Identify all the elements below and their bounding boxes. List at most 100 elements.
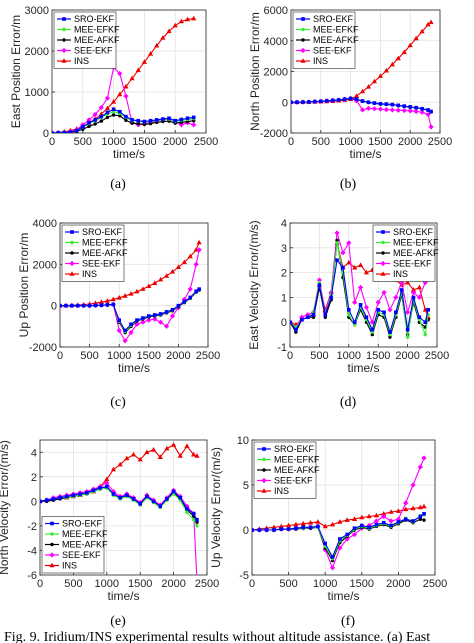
data-point-sro-ekf bbox=[429, 109, 433, 114]
data-point-see-ekf bbox=[116, 327, 122, 334]
data-point-sro-ekf bbox=[158, 312, 163, 316]
legend-marker bbox=[61, 58, 67, 63]
legend-marker bbox=[300, 58, 306, 63]
plot-frame bbox=[289, 222, 438, 348]
data-point-sro-ekf bbox=[68, 130, 73, 133]
data-point-see-ekf bbox=[104, 95, 111, 101]
data-point-sro-ekf bbox=[111, 107, 116, 112]
data-point-ins bbox=[123, 83, 129, 89]
panel-1: 0 500 1000 1500 2000 2500-20000200040006000ti… bbox=[248, 5, 452, 192]
data-point-see-ekf bbox=[184, 503, 190, 509]
panel-label: (f) bbox=[341, 614, 355, 629]
data-point-see-ekf bbox=[399, 279, 405, 286]
data-point-see-ekf bbox=[334, 230, 340, 236]
data-point-ins bbox=[401, 49, 407, 55]
data-point-see-ekf bbox=[329, 565, 336, 571]
data-point-ins bbox=[117, 91, 123, 97]
data-point-sro-ekf bbox=[301, 525, 306, 530]
data-point-see-ekf bbox=[381, 513, 387, 520]
data-point-ins bbox=[124, 455, 130, 461]
legend-marker bbox=[262, 447, 266, 451]
data-point-sro-ekf bbox=[382, 310, 386, 315]
x-axis-label: time/s bbox=[113, 147, 145, 161]
data-point-ins bbox=[407, 42, 413, 48]
data-point-mee-afkf bbox=[136, 121, 140, 126]
plot-area bbox=[52, 15, 197, 133]
data-point-ins bbox=[403, 506, 409, 512]
data-point-sro-ekf bbox=[84, 490, 89, 495]
x-tick-label: 2500 bbox=[423, 578, 447, 590]
data-point-ins bbox=[164, 445, 170, 451]
legend-entry: MEE-EFKF bbox=[393, 238, 439, 248]
data-point-ins bbox=[154, 42, 160, 48]
x-tick-label: 1500 bbox=[132, 136, 156, 148]
data-point-sro-ekf bbox=[354, 97, 359, 101]
data-point-see-ekf bbox=[337, 545, 343, 551]
data-point-sro-ekf bbox=[378, 101, 383, 106]
data-point-sro-ekf bbox=[56, 130, 60, 133]
legend-marker bbox=[69, 260, 75, 267]
y-tick-label: 5 bbox=[243, 480, 249, 492]
data-point-ins bbox=[410, 287, 417, 292]
plot-frame bbox=[251, 439, 436, 576]
data-point-sro-ekf bbox=[252, 528, 254, 532]
legend-marker bbox=[69, 271, 75, 276]
y-tick-label: 2 bbox=[31, 472, 37, 484]
data-point-sro-ekf bbox=[52, 131, 54, 133]
data-point-sro-ekf bbox=[396, 103, 401, 108]
y-axis-label: North Velocity Error/(m/s) bbox=[0, 440, 11, 575]
data-point-sro-ekf bbox=[64, 303, 68, 308]
legend-marker bbox=[62, 38, 66, 42]
y-tick-label: 4 bbox=[281, 218, 287, 230]
legend-entry: SRO-EKF bbox=[74, 14, 115, 24]
data-point-see-ekf bbox=[98, 104, 104, 111]
x-tick-label: 2500 bbox=[196, 350, 220, 362]
data-point-ins bbox=[300, 520, 306, 526]
y-axis-label: East Velocity Error/(m/s) bbox=[247, 220, 261, 349]
data-point-sro-ekf bbox=[360, 99, 365, 103]
y-tick-label: -1 bbox=[277, 342, 287, 354]
data-point-ins bbox=[111, 99, 117, 104]
data-point-see-ekf bbox=[417, 464, 423, 470]
data-point-ins bbox=[196, 239, 202, 245]
legend-marker bbox=[300, 47, 306, 54]
data-point-sro-ekf bbox=[176, 303, 181, 308]
data-point-see-ekf bbox=[395, 516, 401, 522]
legend-entry: SEE-EKF bbox=[393, 259, 432, 269]
panel-2: 0 500 1000 1500 2000 2500-2000020004000time/s… bbox=[17, 218, 220, 410]
x-tick-label: 1000 bbox=[338, 136, 362, 148]
legend-entry: SRO-EKF bbox=[82, 227, 123, 237]
data-point-ins bbox=[413, 35, 419, 41]
data-point-sro-ekf bbox=[44, 498, 49, 502]
data-point-see-ekf bbox=[163, 323, 170, 329]
data-point-sro-ekf bbox=[308, 525, 313, 530]
data-point-see-ekf bbox=[383, 107, 389, 113]
data-point-sro-ekf bbox=[147, 314, 151, 318]
data-point-mee-efkf bbox=[195, 524, 199, 528]
data-point-ins bbox=[428, 19, 434, 25]
data-point-ins bbox=[134, 288, 140, 294]
data-point-ins bbox=[353, 93, 360, 98]
data-point-sro-ekf bbox=[178, 495, 183, 500]
data-point-ins bbox=[322, 523, 328, 529]
data-point-see-ekf bbox=[191, 122, 197, 128]
data-point-see-ekf bbox=[377, 106, 383, 112]
data-point-ins bbox=[128, 291, 134, 296]
data-point-see-ekf bbox=[178, 122, 184, 128]
data-point-sro-ekf bbox=[165, 497, 169, 501]
data-point-sro-ekf bbox=[319, 99, 323, 104]
data-point-sro-ekf bbox=[179, 117, 184, 122]
data-point-ins bbox=[144, 449, 150, 455]
data-point-sro-ekf bbox=[342, 97, 347, 101]
data-point-sro-ekf bbox=[191, 511, 196, 516]
data-point-see-ekf bbox=[357, 284, 364, 291]
data-point-sro-ekf bbox=[105, 484, 109, 489]
data-point-mee-afkf bbox=[111, 113, 116, 117]
data-point-sro-ekf bbox=[152, 313, 157, 317]
x-tick-label: 2500 bbox=[428, 136, 452, 148]
x-tick-label: 0 bbox=[249, 578, 255, 590]
data-point-sro-ekf bbox=[135, 318, 139, 322]
data-point-mee-efkf bbox=[347, 313, 351, 317]
